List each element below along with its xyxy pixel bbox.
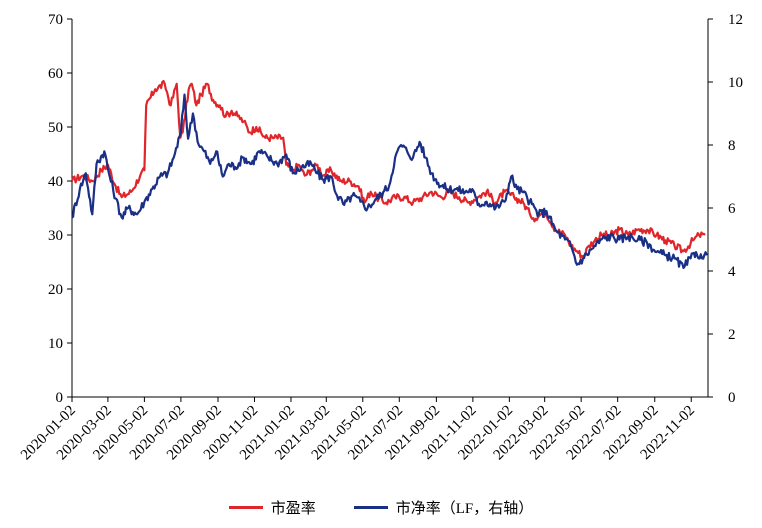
legend-swatch-pe xyxy=(228,505,263,509)
y-right-tick-label: 6 xyxy=(728,201,736,217)
y-left-tick-label: 0 xyxy=(56,390,64,406)
legend-label-pb: 市净率（LF，右轴） xyxy=(395,500,534,517)
series-line-pe xyxy=(70,79,706,259)
y-right-tick-label: 4 xyxy=(728,264,736,280)
y-right-tick-label: 8 xyxy=(728,138,736,154)
y-right-tick-label: 2 xyxy=(728,327,736,343)
y-left-tick-label: 20 xyxy=(48,282,63,298)
legend-swatch-pb xyxy=(353,505,388,509)
y-right-tick-label: 0 xyxy=(728,390,736,406)
y-left-tick-label: 50 xyxy=(48,120,63,136)
y-left-tick-label: 10 xyxy=(48,336,63,352)
y-left-tick-label: 70 xyxy=(48,12,63,28)
y-left-tick-label: 30 xyxy=(48,228,63,244)
legend: 市盈率 市净率（LF，右轴） xyxy=(0,495,762,519)
y-right-tick-label: 10 xyxy=(728,75,743,91)
legend-item-pe: 市盈率 xyxy=(228,497,316,518)
y-right-tick-label: 12 xyxy=(728,12,743,28)
series-layer xyxy=(70,79,708,269)
legend-item-pb: 市净率（LF，右轴） xyxy=(353,497,534,518)
legend-label-pe: 市盈率 xyxy=(270,500,316,517)
series-line-pb xyxy=(71,93,708,269)
axes: 0102030405060700246810122020-01-022020-0… xyxy=(18,12,743,463)
chart: 0102030405060700246810122020-01-022020-0… xyxy=(18,12,743,463)
y-left-tick-label: 60 xyxy=(48,66,63,82)
y-left-tick-label: 40 xyxy=(48,174,63,190)
